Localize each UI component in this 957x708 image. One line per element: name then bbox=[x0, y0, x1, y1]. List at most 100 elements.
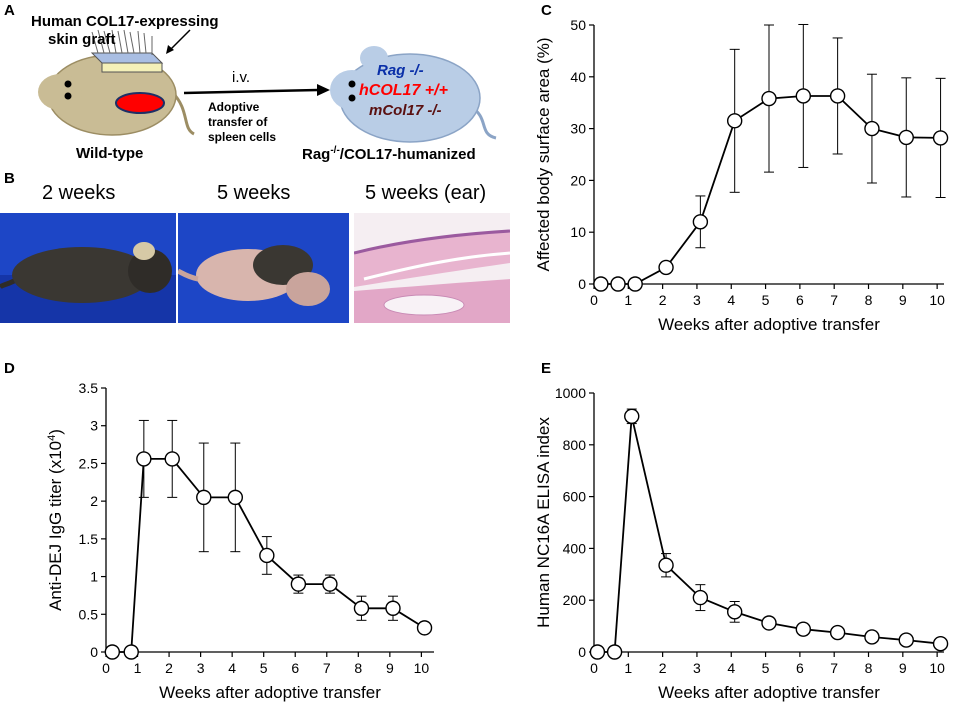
y-tick-label: 40 bbox=[570, 69, 586, 85]
x-tick-label: 0 bbox=[102, 660, 110, 676]
x-axis-label: Weeks after adoptive transfer bbox=[658, 315, 880, 334]
transfer-label-line1: Adoptive bbox=[208, 100, 260, 114]
genotype-mcol17: mCol17 -/- bbox=[369, 102, 442, 119]
y-tick-label: 2.5 bbox=[79, 455, 99, 471]
panel-c-label: C bbox=[541, 2, 552, 19]
x-tick-label: 7 bbox=[323, 660, 331, 676]
panel-a-label: A bbox=[4, 2, 15, 19]
data-point bbox=[606, 644, 623, 660]
data-point bbox=[726, 604, 743, 620]
y-tick-label: 800 bbox=[563, 437, 587, 453]
data-point bbox=[898, 129, 914, 146]
data-point bbox=[610, 276, 626, 292]
x-tick-label: 2 bbox=[165, 660, 173, 676]
x-tick-label: 2 bbox=[659, 660, 667, 676]
x-axis-label: Weeks after adoptive transfer bbox=[159, 683, 381, 702]
data-point bbox=[692, 214, 709, 230]
x-tick-label: 3 bbox=[693, 660, 701, 676]
y-axis-label: Anti-DEJ IgG titer (x104) bbox=[46, 429, 65, 611]
y-tick-label: 10 bbox=[570, 224, 586, 240]
genotype-hcol17: hCOL17 +/+ bbox=[359, 82, 448, 99]
y-tick-label: 0 bbox=[578, 276, 586, 292]
x-tick-label: 0 bbox=[590, 292, 598, 308]
data-point bbox=[864, 629, 880, 645]
photo-5-weeks bbox=[178, 213, 349, 323]
x-tick-label: 0 bbox=[590, 660, 598, 676]
panel-d-label: D bbox=[4, 360, 15, 377]
transfer-arrow bbox=[183, 88, 319, 95]
chart-e: 0 200 400 600 800 1000 0 1 2 3 4 5 6 7 8 9 10 Weeks after… bbox=[534, 385, 949, 702]
ear-lesion bbox=[133, 242, 155, 260]
y-axis-label-main: Anti-DEJ IgG titer (x10 bbox=[46, 441, 65, 611]
y-tick-label: 30 bbox=[570, 121, 586, 137]
data-point bbox=[898, 632, 914, 648]
x-tick-label: 3 bbox=[693, 292, 701, 308]
donor-label: Wild-type bbox=[76, 145, 144, 162]
data-point bbox=[692, 589, 709, 606]
y-tick-label: 3 bbox=[90, 418, 98, 434]
chart-c: 0 10 20 30 40 50 0 1 2 3 4 5 6 7 8 9 10 Weeks after adopt… bbox=[534, 17, 949, 334]
data-point bbox=[795, 621, 812, 637]
y-tick-label: 0 bbox=[578, 644, 586, 660]
data-point bbox=[104, 644, 121, 660]
x-tick-label: 9 bbox=[899, 292, 907, 308]
x-tick-label: 8 bbox=[865, 660, 873, 676]
adipose-region bbox=[383, 294, 465, 316]
data-point bbox=[136, 451, 152, 467]
graft-hairs bbox=[91, 29, 153, 55]
x-tick-label: 9 bbox=[899, 660, 907, 676]
x-tick-label: 4 bbox=[727, 660, 735, 676]
data-point bbox=[196, 489, 212, 506]
x-tick-label: 6 bbox=[291, 660, 299, 676]
x-axis-label: Weeks after adoptive transfer bbox=[658, 683, 880, 702]
panel-a-schematic bbox=[38, 29, 497, 143]
data-point bbox=[385, 600, 401, 616]
data-point bbox=[761, 615, 777, 631]
x-tick-label: 5 bbox=[762, 292, 770, 308]
y-tick-label: 1000 bbox=[555, 385, 586, 401]
data-point bbox=[932, 130, 949, 146]
recipient-label: Rag-/-/COL17-humanized bbox=[302, 145, 476, 163]
x-tick-label: 7 bbox=[830, 292, 838, 308]
y-tick-label: 1.5 bbox=[79, 531, 99, 547]
recipient-mouse-illustration bbox=[330, 46, 497, 143]
recipient-mouse-eye-1 bbox=[348, 80, 356, 88]
x-tick-label: 5 bbox=[260, 660, 268, 676]
photo-title-2-weeks: 2 weeks bbox=[42, 182, 116, 204]
data-series-line bbox=[600, 95, 941, 285]
recipient-mouse-eye-2 bbox=[348, 94, 356, 102]
y-tick-label: 1 bbox=[90, 569, 98, 585]
x-tick-label: 1 bbox=[134, 660, 142, 676]
data-point bbox=[290, 576, 307, 592]
graft-label-line1: Human COL17-expressing bbox=[31, 13, 219, 30]
x-tick-label: 10 bbox=[929, 660, 945, 676]
x-tick-label: 4 bbox=[228, 660, 236, 676]
data-point bbox=[353, 600, 370, 616]
donor-mouse-head bbox=[38, 74, 82, 110]
x-tick-label: 2 bbox=[659, 292, 667, 308]
x-tick-label: 10 bbox=[929, 292, 945, 308]
mouse-head-hairless bbox=[286, 272, 330, 306]
data-point bbox=[658, 557, 674, 573]
data-point bbox=[322, 576, 338, 592]
epidermis-line bbox=[354, 229, 510, 255]
transfer-arrowhead bbox=[317, 84, 330, 96]
data-point bbox=[795, 88, 812, 104]
x-tick-label: 5 bbox=[762, 660, 770, 676]
mouse-head-dark bbox=[128, 249, 172, 293]
data-point bbox=[932, 636, 949, 652]
y-tick-label: 0 bbox=[90, 644, 98, 660]
data-point bbox=[593, 276, 609, 292]
data-point bbox=[658, 259, 674, 276]
chart-d: 0 0.5 1 1.5 2 2.5 3 3.5 0 1 2 3 4 5 6 7 8 9 10 Weeks after … bbox=[46, 380, 434, 702]
data-point bbox=[829, 88, 846, 104]
data-point bbox=[864, 120, 880, 137]
data-point bbox=[627, 276, 643, 292]
recipient-label-suffix: /COL17-humanized bbox=[339, 146, 476, 163]
data-point bbox=[589, 644, 606, 660]
skin-graft-side bbox=[101, 62, 163, 73]
panel-b-label: B bbox=[4, 170, 15, 187]
y-tick-label: 2 bbox=[90, 493, 98, 509]
y-tick-label: 0.5 bbox=[79, 606, 99, 622]
donor-mouse-eye-2 bbox=[64, 92, 72, 100]
